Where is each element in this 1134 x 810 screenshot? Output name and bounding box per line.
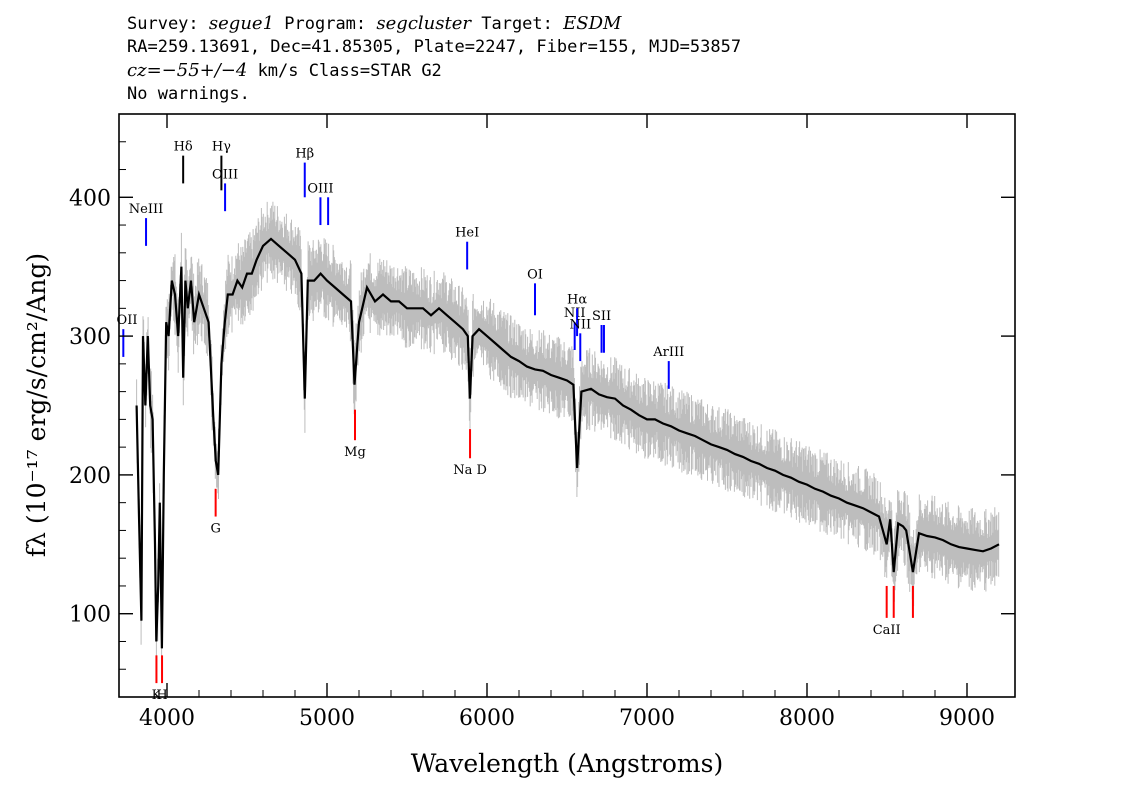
cz-label: cz= <box>127 60 162 81</box>
emission-line-label: NeIII <box>129 202 163 217</box>
x-tick-label: 6000 <box>459 706 515 731</box>
axis-ticks: 4000 5000 6000 7000 8000 9000 100 200 300 400 <box>69 114 1015 731</box>
plot-frame <box>118 113 1016 698</box>
emission-line-label: OII <box>117 313 138 328</box>
survey-label: Survey: <box>127 14 199 34</box>
survey-value: segue1 <box>208 13 275 34</box>
spectral-line-markers: Hδ Hγ HβNeIIIOIIIOIIIHeIOINIIHαNIISIIArIII… <box>117 140 914 703</box>
header-line-survey: Survey: segue1 Program: segcluster Targe… <box>127 12 741 36</box>
cz-class-text: km/s Class=STAR G2 <box>247 61 442 81</box>
program-label: Program: <box>284 14 367 34</box>
x-tick-label: 5000 <box>299 706 355 731</box>
y-axis-title: fλ (10⁻¹⁷ erg/s/cm²/Ang) <box>22 253 51 557</box>
emission-line-label: NII <box>569 317 591 332</box>
target-value: ESDM <box>563 13 622 34</box>
emission-line-label: NII <box>564 306 586 321</box>
program-value: segcluster <box>376 13 471 34</box>
emission-line-label: OI <box>527 267 543 282</box>
y-tick-label: 100 <box>69 603 111 628</box>
x-tick-label: 9000 <box>939 706 995 731</box>
absorption-line-label: Na D <box>453 463 487 478</box>
emission-line-label: HeI <box>455 226 479 241</box>
emission-line-label: ArIII <box>652 345 684 360</box>
y-axis-title-group: fλ (10⁻¹⁷ erg/s/cm²/Ang) <box>22 253 51 557</box>
cz-value: −55+/−4 <box>161 60 248 81</box>
header-line-redshift: cz=−55+/−4 km/s Class=STAR G2 <box>127 59 741 83</box>
y-tick-label: 200 <box>69 464 111 489</box>
emission-line-label: Hα <box>567 292 587 307</box>
x-tick-label: 8000 <box>779 706 835 731</box>
target-label: Target: <box>481 14 553 34</box>
emission-line-label: SII <box>592 309 611 324</box>
absorption-line-label: G <box>210 522 220 537</box>
y-tick-label: 400 <box>69 186 111 211</box>
x-tick-label: 4000 <box>139 706 195 731</box>
x-tick-label: 7000 <box>619 706 675 731</box>
absorption-line-label: CaII <box>873 623 901 638</box>
emission-line-label: Hδ <box>174 140 193 155</box>
emission-line-label: OIII <box>307 181 333 196</box>
noise-band <box>136 201 1000 661</box>
absorption-line-label: Mg <box>344 445 366 460</box>
emission-line-label: OIII <box>212 167 238 182</box>
emission-line-label: Hβ <box>295 147 314 162</box>
y-tick-label: 300 <box>69 325 111 350</box>
emission-line-label: Hγ <box>212 140 231 155</box>
header-line-warnings: No warnings. <box>127 84 250 104</box>
x-axis-title: Wavelength (Angstroms) <box>411 749 723 778</box>
header-line-coordinates: RA=259.13691, Dec=41.85305, Plate=2247, … <box>127 37 742 57</box>
spectrum-line <box>135 237 1000 649</box>
noise-strokes <box>136 201 1000 661</box>
spectrum-header: Survey: segue1 Program: segcluster Targe… <box>127 12 741 106</box>
absorption-line-label: H <box>156 688 167 703</box>
absorption-line-label: K <box>152 688 162 703</box>
